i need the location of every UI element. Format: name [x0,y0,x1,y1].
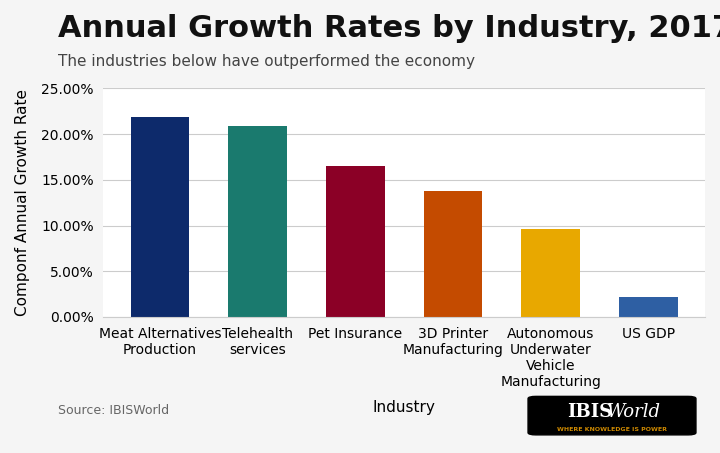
Bar [424,191,482,317]
Text: The industries below have outperformed the economy: The industries below have outperformed t… [58,54,474,69]
Text: Source: IBISWorld: Source: IBISWorld [58,404,168,417]
Y-axis label: Componf Annual Growth Rate: Componf Annual Growth Rate [15,89,30,316]
Bar [521,229,580,317]
Bar [326,166,384,317]
X-axis label: Industry: Industry [373,400,436,415]
Bar [619,297,678,317]
Bar [131,117,189,317]
Text: WHERE KNOWLEDGE IS POWER: WHERE KNOWLEDGE IS POWER [557,427,667,432]
Bar [228,126,287,317]
FancyBboxPatch shape [528,396,696,435]
Text: World: World [607,403,661,421]
Text: Annual Growth Rates by Industry, 2017-2022: Annual Growth Rates by Industry, 2017-20… [58,14,720,43]
Text: IBIS: IBIS [567,403,613,421]
